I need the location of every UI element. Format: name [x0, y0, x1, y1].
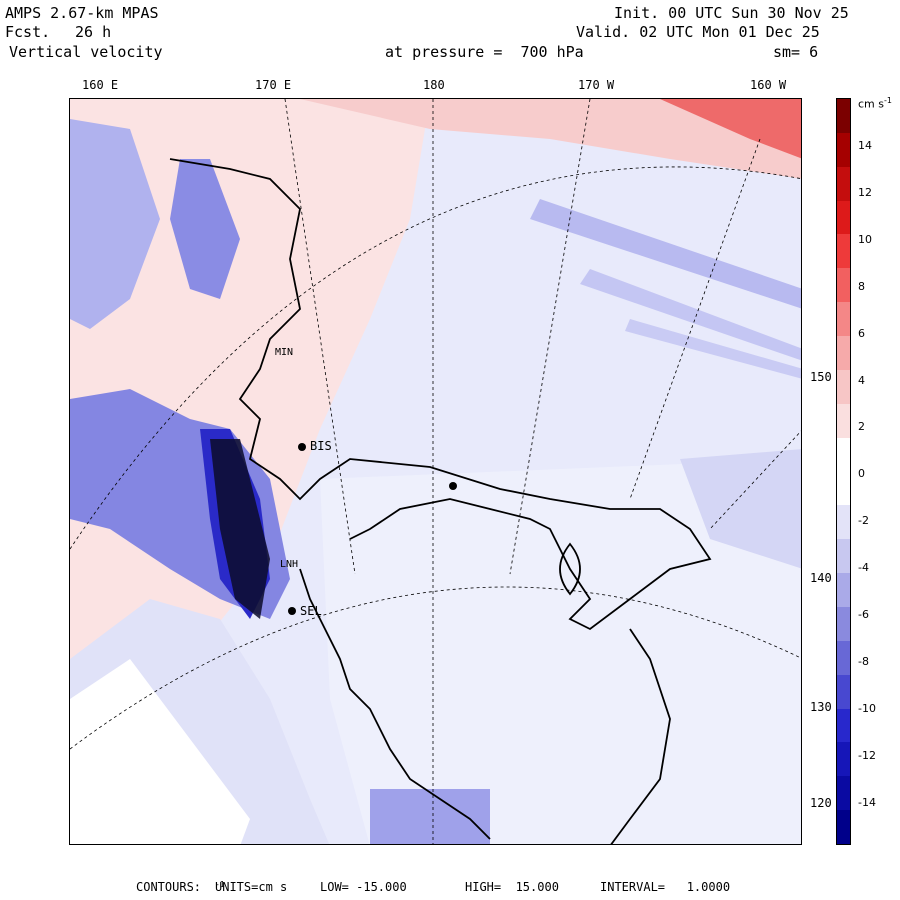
- colorbar-segment: [837, 437, 850, 472]
- field-name: Vertical velocity: [9, 43, 163, 61]
- colorbar-tick-label: -10: [858, 701, 876, 715]
- colorbar-tick-label: 2: [858, 420, 865, 434]
- colorbar-segment: [837, 640, 850, 676]
- station-label-sel: SEL: [300, 604, 322, 618]
- colorbar-tick-label: 14: [858, 139, 872, 152]
- model-title: AMPS 2.67-km MPAS: [5, 4, 159, 22]
- ice-shelf-region: [320, 459, 801, 844]
- negative-stripe-2: [580, 269, 801, 361]
- colorbar-tick-label: -4: [858, 561, 869, 575]
- negative-region-northwest: [70, 119, 160, 329]
- forecast-hour: 26 h: [75, 23, 112, 41]
- colorbar-tick-label: 0: [858, 467, 865, 481]
- lon-label-170e: 170 E: [255, 78, 292, 92]
- colorbar-tick-label: 10: [858, 232, 872, 246]
- colorbar-segment: [837, 166, 850, 202]
- colorbar-tick-label: -8: [858, 654, 869, 668]
- forecast-label: Fcst.: [5, 23, 51, 41]
- init-time: Init. 00 UTC Sun 30 Nov 25: [614, 4, 849, 22]
- lon-label-160e: 160 E: [82, 78, 119, 92]
- negative-region-north-coast: [170, 159, 240, 299]
- colorbar-segment: [837, 99, 850, 134]
- station-marker-sel: [288, 607, 296, 615]
- valid-time: Valid. 02 UTC Mon 01 Dec 25: [576, 23, 820, 41]
- colorbar-tick-label: -12: [858, 748, 876, 762]
- colorbar-tick-label: 8: [858, 279, 865, 293]
- colorbar-segment: [837, 336, 850, 371]
- colorbar-segment: [837, 742, 850, 777]
- colorbar-segment: [837, 369, 850, 405]
- colorbar-segment: [837, 708, 850, 743]
- footer-contours: CONTOURS:: [136, 880, 202, 894]
- colorbar-tick-label: -14: [858, 795, 876, 809]
- colorbar-segment: [837, 674, 850, 710]
- colorbar-segment: [837, 776, 850, 811]
- footer-high: HIGH= 15.000: [465, 880, 559, 894]
- negative-region-east: [680, 449, 801, 569]
- negative-stripe-3: [625, 319, 801, 379]
- colorbar-units: cm s-1: [858, 96, 892, 111]
- colorbar-segment: [837, 505, 850, 540]
- colorbar-tick-label: -6: [858, 608, 869, 621]
- colorbar-segment: [837, 606, 850, 642]
- vertical-velocity-map[interactable]: BIS SEL LNH MIN: [69, 98, 802, 845]
- smoothing: sm= 6: [773, 43, 819, 61]
- station-marker-bis: [298, 443, 306, 451]
- station-label-bis: BIS: [310, 439, 332, 453]
- station-label-min: MIN: [275, 347, 294, 358]
- colorbar-tick-label: 6: [858, 326, 865, 340]
- footer-interval: INTERVAL= 1.0000: [600, 880, 731, 894]
- colorbar-segment: [837, 573, 850, 608]
- colorbar-tick-label: -2: [858, 514, 869, 528]
- footer-low: LOW= -15.000: [320, 880, 407, 894]
- colorbar-tick-label: 12: [858, 185, 872, 199]
- dense-contours-mountains: [210, 439, 270, 619]
- lon-label-180: 180: [423, 78, 445, 92]
- colorbar-segment: [837, 132, 850, 168]
- map-graphic: [70, 99, 801, 844]
- station-marker-bis2: [449, 482, 457, 490]
- colorbar-segment: [837, 471, 850, 506]
- colorbar: [836, 98, 851, 845]
- strong-positive-north: [660, 99, 801, 159]
- lon-label-160w: 160 W: [750, 78, 787, 92]
- footer-units: UNITS=cm s -1: [215, 880, 288, 894]
- land-region-southwest: [70, 659, 250, 844]
- colorbar-segment: [837, 234, 850, 269]
- colorbar-segment: [837, 302, 850, 337]
- positive-region-north: [300, 99, 801, 179]
- station-label-lnh: LNH: [280, 559, 299, 570]
- coastline: [169, 158, 712, 844]
- colorbar-segment: [837, 200, 850, 235]
- colorbar-segment: [837, 403, 850, 439]
- pressure-level: at pressure = 700 hPa: [385, 43, 584, 61]
- colorbar-segment: [837, 268, 850, 303]
- negative-stripe-1: [530, 199, 801, 309]
- colorbar-segment: [837, 539, 850, 574]
- colorbar-segment: [837, 810, 850, 845]
- negative-region-south: [370, 789, 490, 844]
- graticule: [70, 99, 801, 844]
- colorbar-tick-label: 4: [858, 373, 865, 387]
- lon-label-170w: 170 W: [578, 78, 615, 92]
